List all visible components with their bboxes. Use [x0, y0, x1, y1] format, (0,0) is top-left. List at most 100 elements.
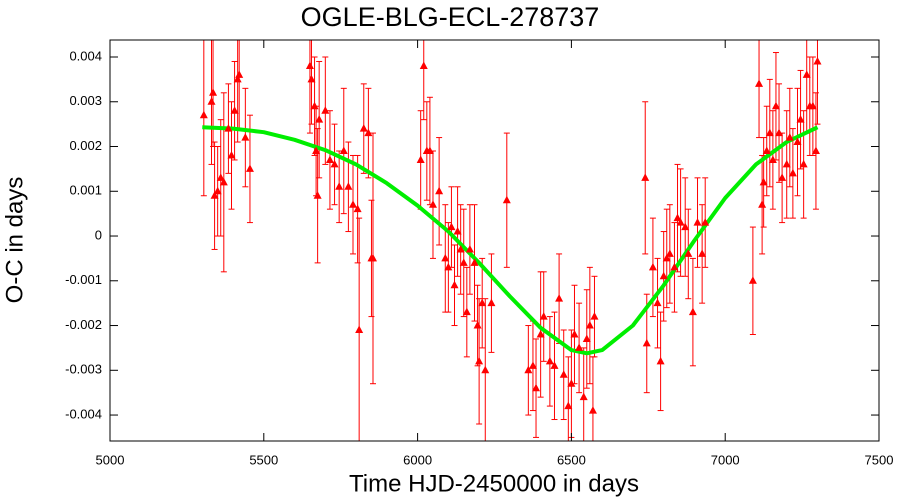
data-point [748, 276, 757, 284]
data-point [681, 222, 690, 231]
x-tick-label: 7500 [865, 452, 894, 467]
y-tick-label: 0.001 [69, 183, 102, 198]
data-point [648, 262, 657, 271]
y-tick-label: -0.002 [65, 317, 102, 332]
x-tick-label: 6500 [557, 452, 586, 467]
data-point [575, 343, 584, 351]
data-point [435, 186, 444, 195]
data-point [209, 88, 218, 96]
data-point [444, 262, 453, 271]
data-point [564, 401, 573, 410]
data-point [312, 146, 321, 154]
y-tick-label: 0 [95, 227, 102, 242]
data-point [808, 101, 817, 110]
data-point [768, 155, 777, 163]
data-point [555, 294, 564, 302]
data-point [481, 365, 490, 374]
data-point [465, 244, 474, 253]
data-point [207, 97, 216, 105]
data-point [693, 218, 702, 226]
data-point [524, 365, 533, 374]
data-point [765, 128, 774, 137]
data-point [339, 146, 348, 154]
data-point [230, 106, 239, 114]
x-tick-label: 5500 [249, 452, 278, 467]
data-point [656, 356, 665, 365]
data-point [216, 173, 225, 181]
data-point [532, 383, 541, 392]
data-point [673, 213, 682, 222]
data-point [796, 115, 805, 123]
data-point [775, 128, 784, 137]
data-point [450, 280, 459, 289]
data-point [419, 61, 428, 69]
y-axis-label: O-C in days [1, 177, 28, 304]
data-point [478, 298, 487, 307]
x-axis-label: Time HJD-2450000 in days [349, 470, 639, 497]
data-point [653, 298, 662, 307]
data-point [199, 110, 208, 119]
data-point [235, 70, 244, 78]
y-tick-label: 0.002 [69, 138, 102, 153]
data-point [473, 321, 482, 329]
data-point [550, 361, 559, 369]
data-point [799, 159, 808, 168]
data-point [811, 146, 820, 154]
data-point [349, 200, 358, 208]
data-point [313, 191, 322, 199]
data-point [428, 200, 437, 208]
data-point [310, 101, 319, 110]
data-point [453, 227, 462, 235]
data-point [642, 338, 651, 347]
data-point [425, 146, 434, 154]
y-tick-label: 0.003 [69, 93, 102, 108]
data-point [759, 177, 768, 186]
data-point [344, 182, 353, 190]
data-point [210, 191, 219, 199]
data-point [559, 370, 568, 378]
data-point [670, 262, 679, 271]
data-point [470, 258, 479, 266]
data-point [315, 115, 324, 123]
data-point [462, 307, 471, 316]
data-point [782, 159, 791, 168]
data-point [355, 325, 364, 334]
data-point [590, 312, 599, 320]
fit-line [202, 125, 819, 356]
data-point [227, 150, 236, 159]
data-point [502, 195, 511, 204]
data-point [793, 137, 802, 146]
x-tick-label: 5000 [96, 452, 125, 467]
y-tick-label: -0.003 [65, 362, 102, 377]
data-point [359, 124, 368, 132]
data-point [528, 361, 537, 369]
data-point [321, 106, 330, 114]
data-point [224, 124, 233, 132]
data-point [813, 56, 822, 65]
chart-title: OGLE-BLG-ECL-278737 [301, 2, 600, 32]
data-point [330, 159, 339, 168]
data-point [755, 79, 764, 87]
data-point [305, 61, 314, 69]
data-point [307, 74, 316, 83]
x-tick-label: 7000 [711, 452, 740, 467]
data-point [588, 406, 597, 414]
data-point [585, 321, 594, 329]
data-point [662, 253, 671, 262]
data-point [582, 334, 591, 342]
data-point [459, 258, 468, 266]
data-point [245, 164, 254, 172]
plot-frame [109, 39, 880, 442]
data-point [659, 271, 668, 280]
data-point [241, 133, 250, 141]
plot-area [199, 40, 822, 441]
data-point [233, 74, 242, 83]
y-tick-label: -0.001 [65, 272, 102, 287]
data-point [447, 222, 456, 231]
data-point [676, 218, 685, 226]
data-point [688, 307, 697, 316]
data-point [456, 244, 465, 253]
